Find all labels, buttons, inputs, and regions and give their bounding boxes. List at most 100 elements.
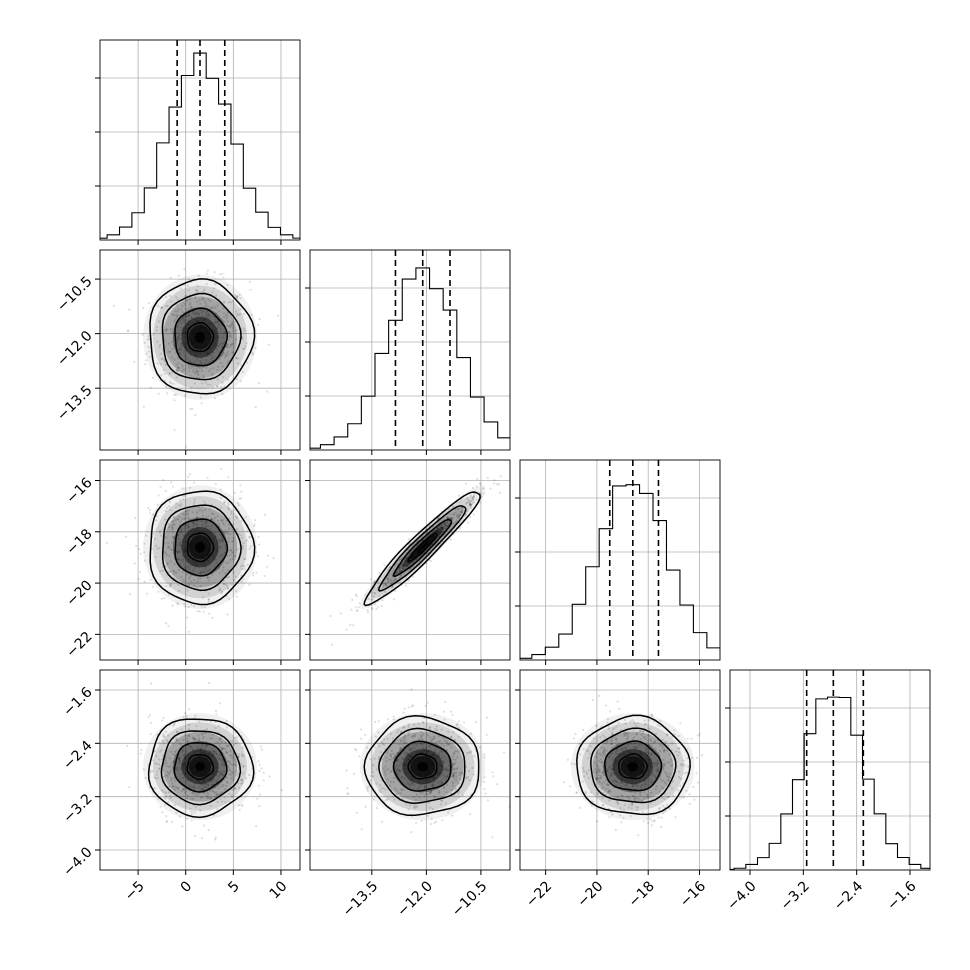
- scatter-point: [401, 757, 404, 760]
- scatter-point: [351, 598, 354, 602]
- scatter-point: [451, 788, 454, 791]
- scatter-point: [205, 521, 208, 524]
- scatter-point: [436, 527, 440, 530]
- scatter-point: [401, 556, 404, 559]
- scatter-point: [241, 804, 244, 808]
- scatter-point: [613, 727, 616, 730]
- scatter-point: [423, 785, 427, 788]
- scatter-point: [211, 372, 214, 375]
- scatter-point: [222, 342, 225, 345]
- scatter-point: [395, 760, 398, 763]
- scatter-point: [437, 526, 440, 529]
- scatter-point: [202, 309, 205, 312]
- scatter-point: [436, 528, 440, 531]
- scatter-point: [643, 723, 647, 727]
- scatter-point: [251, 351, 254, 354]
- scatter-point: [169, 560, 172, 563]
- scatter-point: [183, 548, 187, 552]
- scatter-point: [686, 748, 689, 751]
- scatter-point: [160, 374, 163, 377]
- scatter-point: [634, 797, 637, 800]
- scatter-point: [210, 336, 214, 339]
- scatter-point: [251, 353, 254, 356]
- scatter-point: [240, 534, 243, 537]
- scatter-point: [465, 765, 468, 768]
- scatter-point: [198, 792, 201, 795]
- scatter-point: [241, 536, 244, 540]
- scatter-point: [170, 524, 173, 527]
- scatter-point: [235, 378, 238, 381]
- scatter-point: [452, 774, 455, 777]
- scatter-point: [207, 361, 210, 364]
- scatter-point: [139, 552, 142, 555]
- scatter-point: [631, 754, 635, 757]
- scatter-point: [638, 779, 642, 783]
- scatter-point: [221, 538, 224, 541]
- scatter-point: [143, 559, 146, 562]
- scatter-point: [180, 547, 183, 550]
- scatter-point: [216, 369, 219, 372]
- scatter-point: [421, 792, 424, 795]
- scatter-point: [398, 770, 401, 773]
- scatter-point: [432, 784, 435, 787]
- scatter-point: [183, 755, 186, 758]
- scatter-point: [645, 746, 649, 749]
- scatter-point: [445, 742, 449, 745]
- scatter-point: [456, 515, 459, 518]
- scatter-point: [639, 785, 642, 788]
- scatter-point: [408, 562, 411, 565]
- scatter-point: [442, 527, 445, 530]
- scatter-point: [650, 791, 653, 794]
- hist-panel-2: [515, 459, 721, 665]
- scatter-point: [437, 531, 440, 534]
- scatter-point: [249, 280, 252, 283]
- scatter-point: [215, 345, 218, 349]
- scatter-point: [160, 534, 163, 537]
- scatter-point: [165, 327, 168, 331]
- scatter-point: [187, 526, 190, 529]
- scatter-point: [223, 331, 226, 334]
- scatter-point: [649, 766, 653, 769]
- scatter-point: [186, 284, 190, 287]
- scatter-point: [174, 310, 177, 313]
- contour-line: [161, 504, 242, 591]
- scatter-point: [472, 495, 475, 498]
- scatter-point: [176, 367, 180, 370]
- scatter-point: [214, 838, 217, 841]
- scatter-point: [205, 516, 208, 519]
- scatter-point: [217, 793, 220, 797]
- scatter-point: [389, 770, 392, 774]
- scatter-point: [392, 568, 395, 571]
- scatter-point: [202, 298, 206, 301]
- scatter-point: [227, 576, 230, 579]
- scatter-point: [609, 742, 613, 745]
- scatter-point: [183, 535, 186, 538]
- scatter-point: [412, 704, 415, 707]
- scatter-point: [188, 247, 190, 249]
- scatter-point: [457, 516, 460, 519]
- scatter-point: [187, 278, 191, 281]
- scatter-point: [442, 526, 445, 529]
- scatter-point: [455, 723, 458, 727]
- scatter-point: [187, 744, 191, 747]
- scatter-point: [260, 748, 263, 751]
- scatter-point: [188, 576, 191, 579]
- scatter-point: [489, 487, 492, 490]
- scatter-point: [197, 312, 200, 315]
- scatter-panel-2-0: [95, 459, 301, 665]
- scatter-point: [149, 769, 152, 772]
- scatter-point: [467, 776, 470, 779]
- scatter-point: [476, 477, 479, 481]
- scatter-point: [184, 368, 187, 371]
- scatter-point: [376, 605, 380, 608]
- scatter-point: [189, 807, 192, 810]
- scatter-point: [454, 520, 458, 523]
- scatter-point: [471, 486, 475, 489]
- scatter-point: [615, 725, 618, 728]
- scatter-point: [652, 741, 655, 744]
- scatter-point: [230, 754, 233, 757]
- scatter-point: [241, 336, 244, 339]
- scatter-point: [177, 558, 180, 561]
- scatter-point: [422, 782, 425, 785]
- scatter-point: [647, 821, 650, 825]
